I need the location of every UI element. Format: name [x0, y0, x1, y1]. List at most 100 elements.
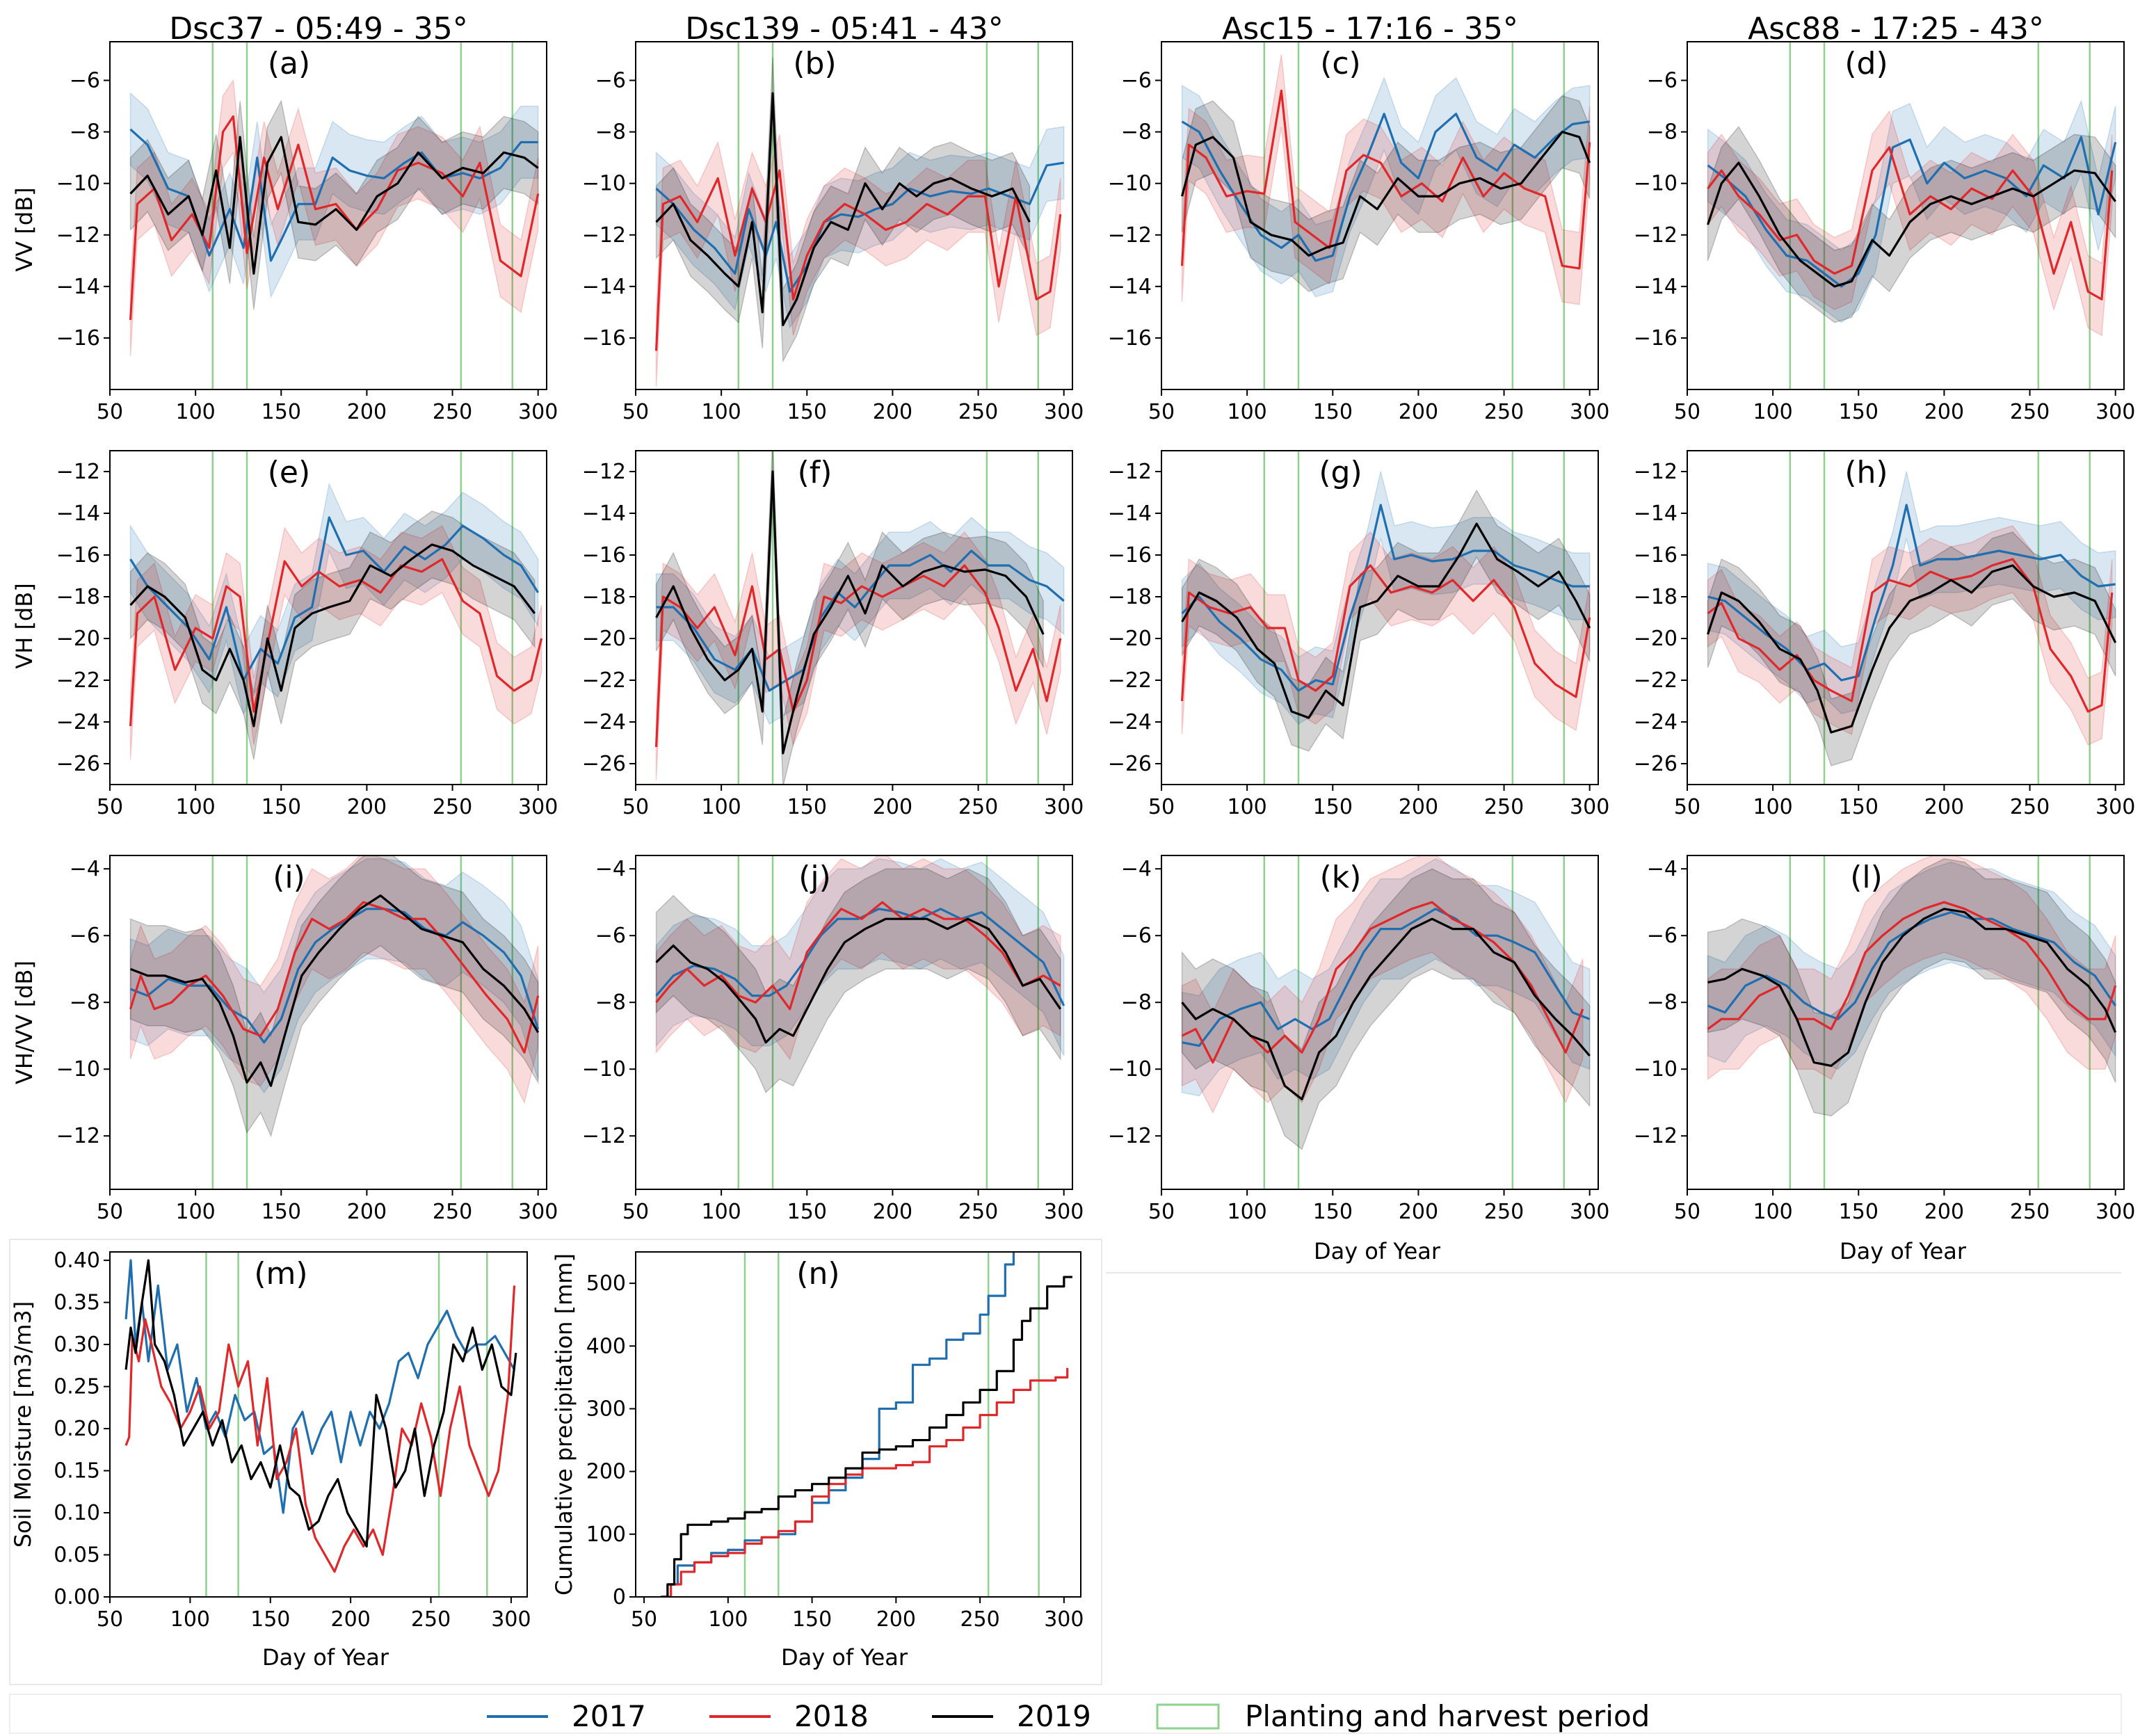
x-tick-label: 100: [1753, 400, 1793, 424]
series-line-2019: [129, 136, 539, 275]
y-tick-label: −10: [582, 172, 626, 196]
y-tick-label: −6: [70, 924, 100, 948]
y-tick-label: −16: [1108, 543, 1152, 568]
x-tick-label: 250: [411, 1607, 451, 1632]
band-2018: [1707, 525, 2113, 746]
series-line-2018: [661, 1367, 1069, 1597]
y-tick-label: −16: [582, 326, 626, 351]
x-tick-label: 150: [262, 1200, 301, 1224]
x-tick-label: 250: [958, 1200, 998, 1224]
y-tick-label: −14: [1634, 275, 1678, 299]
x-tick-label: 150: [787, 400, 827, 424]
y-tick-label: −12: [582, 223, 626, 248]
y-tick-label: −16: [1634, 543, 1678, 568]
x-tick-label: 300: [518, 795, 558, 819]
x-tick-label: 50: [97, 1607, 123, 1632]
band-2019: [129, 855, 539, 1138]
y-tick-label: 0.35: [54, 1291, 100, 1315]
y-tick-label: −4: [1647, 857, 1678, 881]
axes-frame: [109, 1251, 528, 1598]
plot-area: [661, 1252, 1072, 1597]
panel-letter: (j): [798, 860, 831, 895]
y-tick-label: 0.30: [54, 1333, 100, 1357]
x-tick-label: 300: [2095, 400, 2135, 424]
band-2018: [129, 855, 539, 1104]
series-line-2018: [1707, 558, 2114, 713]
plot-area: [124, 1252, 517, 1597]
band-2017: [1181, 76, 1591, 298]
panel-f: 50 100 150 200 250 300 −26 −24 −22 −20 −18 −16 −14 −1…: [582, 450, 1084, 819]
y-tick-label: −20: [582, 627, 626, 651]
x-tick-label: 50: [622, 1200, 649, 1224]
x-tick-label: 150: [1313, 795, 1353, 819]
axes-frame: [1161, 450, 1599, 785]
x-tick-label: 300: [518, 400, 558, 424]
plot-area: [1707, 855, 2117, 1189]
panel-letter: (m): [254, 1256, 307, 1292]
x-tick-label: 250: [958, 400, 998, 424]
y-tick-label: −12: [1108, 1124, 1152, 1148]
x-tick-label: 50: [1148, 1200, 1175, 1224]
x-tick-label: 100: [1753, 1200, 1793, 1224]
x-tick-label: 200: [1924, 400, 1964, 424]
col-title-4: Asc88 - 17:25 - 43°: [1748, 11, 2044, 47]
x-tick-label: 50: [97, 1200, 123, 1224]
x-tick-label: 200: [1399, 400, 1438, 424]
col-title-3: Asc15 - 17:16 - 35°: [1222, 11, 1518, 47]
x-tick-label: 200: [873, 795, 912, 819]
panel-c: 50 100 150 200 250 300 −16 −14 −12 −10 −8 −6 (c): [1108, 41, 1609, 424]
y-tick-label: −18: [582, 585, 626, 609]
axes-frame: [635, 41, 1073, 390]
y-tick-label: −20: [1634, 627, 1678, 651]
panel-d: 50 100 150 200 250 300 −16 −14 −12 −10 −8 −6 (d): [1634, 41, 2135, 424]
y-tick-label: −12: [1108, 223, 1152, 248]
series-line-2017: [124, 1259, 515, 1514]
band-2017: [1707, 471, 2116, 714]
panel-m: 50 100 150 200 250 300 0.00 0.05 0.10 0.15 0.20 0.2…: [10, 1248, 531, 1632]
x-tick-label: 300: [1570, 400, 1609, 424]
series-line-2018: [655, 901, 1061, 1011]
y-tick-label: −14: [1634, 501, 1678, 526]
axes-frame: [1687, 855, 2125, 1190]
x-label-col3: Day of Year: [1314, 1238, 1441, 1264]
panel-l: 50 100 150 200 250 300 −12 −10 −8 −6 −4 (l): [1634, 855, 2135, 1224]
x-tick-label: 50: [1148, 795, 1175, 819]
y-axis-label: Cumulative precipitation [mm]: [551, 1253, 577, 1596]
col-title-2: Dsc139 - 05:41 - 43°: [685, 11, 1003, 47]
y-tick-label: −18: [56, 585, 100, 609]
series-line-2018: [1180, 564, 1591, 702]
x-tick-label: 250: [433, 795, 472, 819]
x-tick-label: 50: [622, 795, 649, 819]
series-line-2018: [1707, 146, 2114, 300]
y-tick-label: 400: [586, 1334, 626, 1358]
x-tick-label: 200: [347, 795, 387, 819]
plot-area: [654, 451, 1065, 785]
y-tick-label: −10: [1634, 172, 1678, 196]
section-frames: [9, 1239, 2122, 1734]
x-tick-label: 150: [1839, 1200, 1879, 1224]
x-tick-label: 300: [1044, 400, 1084, 424]
x-tick-label: 300: [1044, 1200, 1084, 1224]
panel-letter: (k): [1320, 860, 1362, 895]
y-tick-label: −10: [1634, 1057, 1678, 1082]
x-tick-label: 250: [2010, 795, 2050, 819]
series-line-2019: [1181, 917, 1591, 1101]
band-2019: [1181, 489, 1591, 752]
x-tick-label: 100: [1228, 400, 1267, 424]
x-tick-label: 50: [97, 795, 123, 819]
x-tick-label: 250: [960, 1607, 999, 1632]
x-tick-label: 200: [347, 1200, 387, 1224]
band-2019: [129, 511, 536, 760]
series-line-2019: [1181, 131, 1591, 257]
band-2017: [655, 126, 1065, 330]
axes-frame: [1687, 450, 2125, 785]
x-tick-label: 100: [1228, 1200, 1267, 1224]
series-line-2017: [661, 1252, 1015, 1597]
legend-label-planting: Planting and harvest period: [1245, 1699, 1650, 1733]
y-tick-label: −20: [1108, 627, 1152, 651]
y-tick-label: −26: [56, 752, 100, 776]
x-tick-label: 150: [1313, 400, 1353, 424]
axes-frame: [1687, 41, 2125, 390]
y-tick-label: −12: [1108, 460, 1152, 484]
y-tick-label: −8: [1121, 990, 1152, 1015]
